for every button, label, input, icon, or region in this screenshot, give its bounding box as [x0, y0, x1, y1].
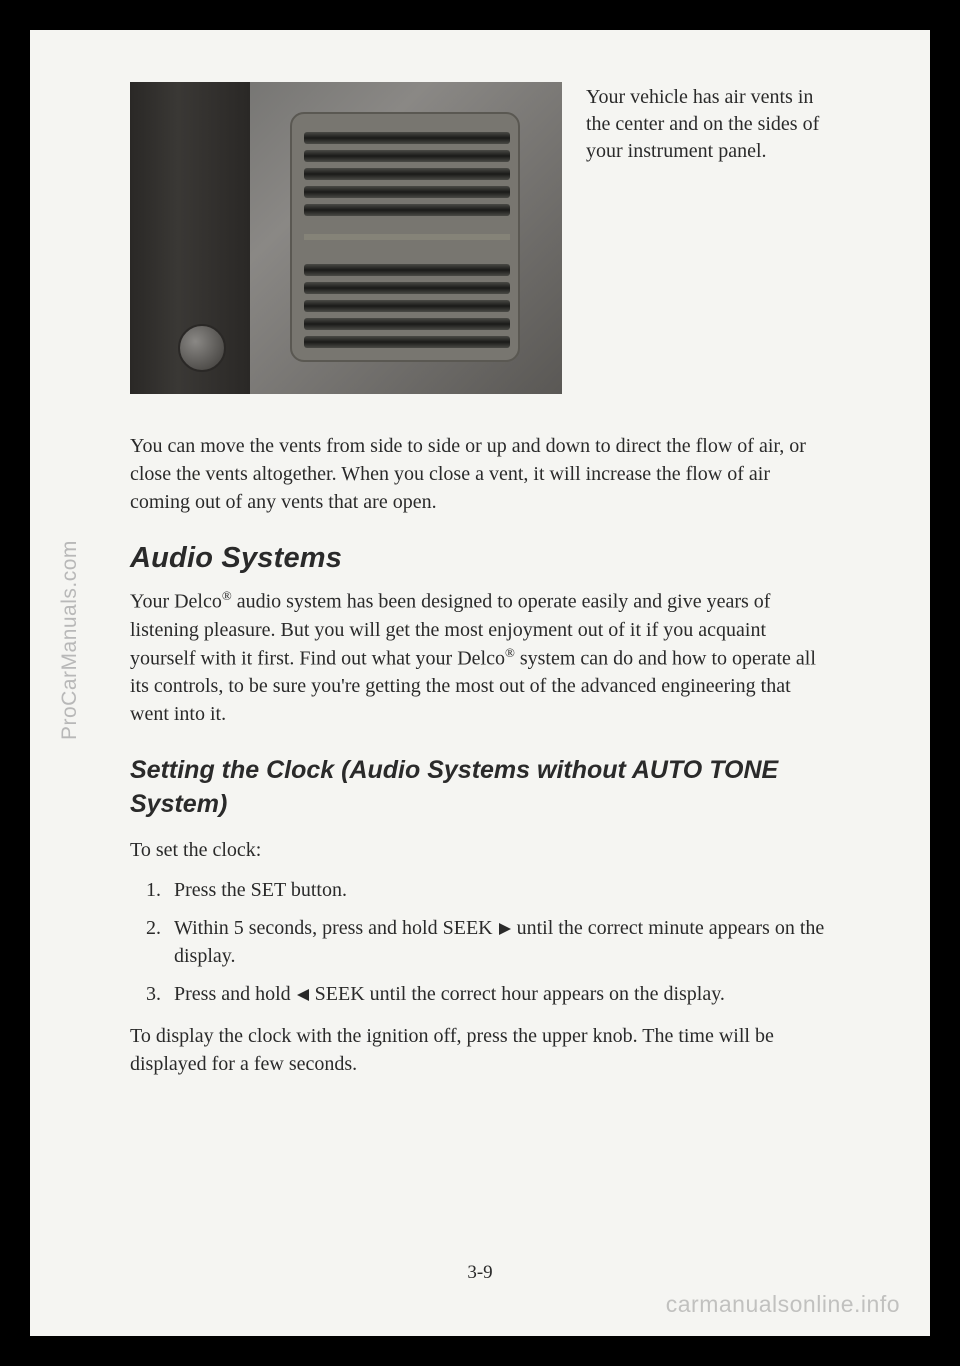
- registered-icon: ®: [505, 645, 515, 660]
- step-3: Press and hold SEEK until the correct ho…: [130, 980, 830, 1008]
- registered-icon: ®: [222, 588, 232, 603]
- audio-intro-a: Your Delco: [130, 591, 222, 613]
- step-2: Within 5 seconds, press and hold SEEK un…: [130, 914, 830, 970]
- closing-text: To display the clock with the ignition o…: [130, 1022, 830, 1078]
- clock-lead: To set the clock:: [130, 836, 830, 864]
- vent-box: [290, 112, 520, 362]
- step-2a: Within 5 seconds, press and hold SEEK: [174, 917, 498, 939]
- watermark-left: ProCarManuals.com: [58, 540, 82, 740]
- heading-setting-clock: Setting the Clock (Audio Systems without…: [130, 754, 830, 822]
- step-3b: SEEK until the correct hour appears on t…: [310, 983, 725, 1005]
- image-row: Your vehicle has air vents in the center…: [130, 82, 830, 394]
- clock-steps: Press the SET button. Within 5 seconds, …: [130, 876, 830, 1008]
- vent-slats-upper: [304, 132, 510, 216]
- vent-description: You can move the vents from side to side…: [130, 432, 830, 516]
- step-3a: Press and hold: [174, 983, 296, 1005]
- manual-page: Your vehicle has air vents in the center…: [30, 30, 930, 1336]
- watermark-bottom: carmanualsonline.info: [666, 1291, 900, 1318]
- control-knob: [178, 324, 226, 372]
- heading-audio-systems: Audio Systems: [130, 542, 830, 575]
- audio-intro: Your Delco® audio system has been design…: [130, 587, 830, 728]
- arrow-right-icon: [498, 922, 512, 936]
- arrow-left-icon: [296, 988, 310, 1002]
- side-caption: Your vehicle has air vents in the center…: [586, 82, 830, 394]
- vent-divider: [304, 234, 510, 240]
- page-number: 3-9: [467, 1262, 492, 1284]
- vent-photo: [130, 82, 562, 394]
- step-1: Press the SET button.: [130, 876, 830, 904]
- vent-slats-lower: [304, 264, 510, 348]
